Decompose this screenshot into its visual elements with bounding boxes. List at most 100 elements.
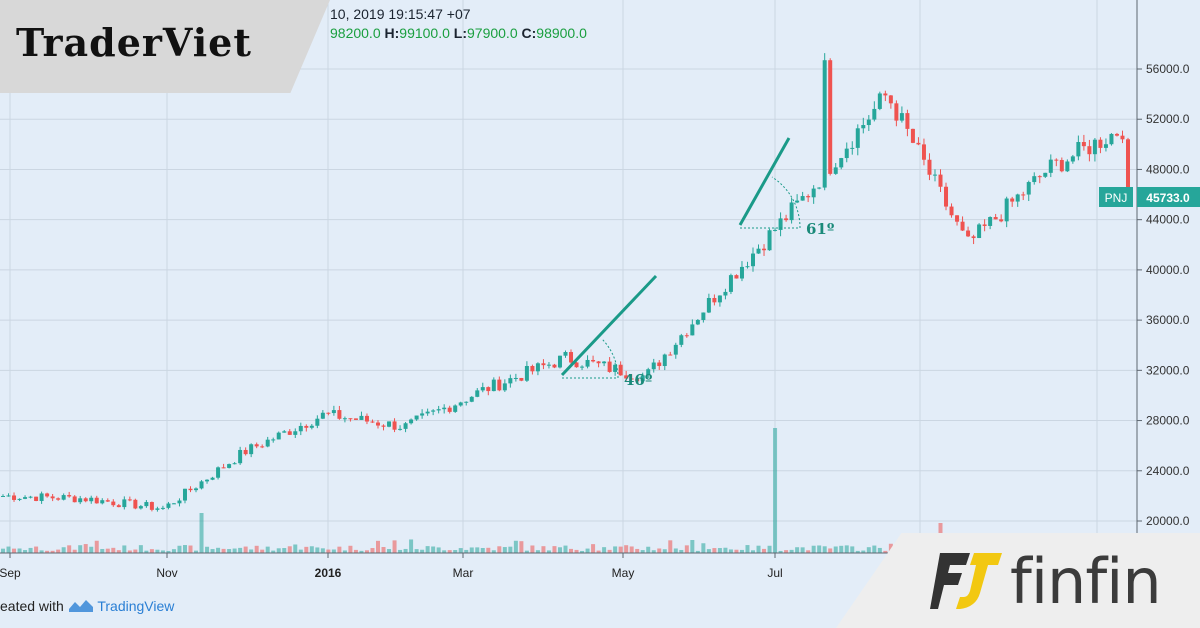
volume-bar xyxy=(1,548,5,553)
volume-bar xyxy=(149,549,154,553)
candle-body xyxy=(398,428,403,430)
volume-bar xyxy=(370,548,375,553)
y-tick-label: 28000.0 xyxy=(1146,414,1190,428)
candle-body xyxy=(883,93,888,96)
candle-body xyxy=(850,147,855,149)
volume-bar xyxy=(569,548,574,553)
candle-body xyxy=(1059,159,1064,172)
candle-body xyxy=(227,464,232,468)
candle-body xyxy=(844,148,849,159)
volume-bar xyxy=(767,545,772,553)
y-tick-label: 56000.0 xyxy=(1146,62,1190,76)
candle-body xyxy=(497,379,502,391)
candle-body xyxy=(877,93,882,109)
y-tick-label: 44000.0 xyxy=(1146,213,1190,227)
candle-body xyxy=(519,377,524,381)
candle-body xyxy=(342,418,347,420)
volume-bar xyxy=(817,545,822,553)
volume-bar xyxy=(844,545,849,553)
x-tick-label: Nov xyxy=(156,566,177,580)
volume-bar xyxy=(271,550,276,553)
candle-body xyxy=(745,266,750,268)
volume-bar xyxy=(409,539,414,553)
candle-body xyxy=(938,174,943,187)
volume-bar xyxy=(403,548,408,553)
candle-body xyxy=(502,383,507,391)
candle-body xyxy=(999,219,1004,222)
volume-bar xyxy=(260,549,265,553)
volume-bar xyxy=(745,545,750,553)
candle-body xyxy=(491,379,496,392)
y-tick-label: 32000.0 xyxy=(1146,363,1190,377)
candle-body xyxy=(701,312,706,320)
candle-body xyxy=(431,410,436,412)
tradingview-credit[interactable]: eated with TradingView xyxy=(0,598,174,614)
price-axis[interactable]: 20000.0 24000.0 28000.0 32000.0 36000.0 40000… xyxy=(1136,0,1200,628)
volume-bar xyxy=(585,548,590,553)
volume-bar xyxy=(580,550,585,553)
candle-body xyxy=(359,415,364,420)
candle-body xyxy=(94,497,99,504)
volume-bar xyxy=(210,549,215,553)
candle-body xyxy=(817,187,822,189)
tradingview-link[interactable]: TradingView xyxy=(97,598,175,614)
volume-bar xyxy=(657,548,662,553)
candle-body xyxy=(1054,159,1059,161)
candle-body xyxy=(171,503,176,505)
volume-bar xyxy=(293,544,298,553)
candle-body xyxy=(778,218,783,230)
candle-body xyxy=(910,128,915,143)
candle-body xyxy=(751,253,755,267)
volume-bar xyxy=(888,543,893,553)
volume-bar xyxy=(751,550,755,553)
candle-body xyxy=(822,60,827,188)
volume-bar xyxy=(734,549,739,553)
candle-body xyxy=(629,378,634,380)
volume-bar xyxy=(61,547,66,553)
volume-bar xyxy=(221,548,226,553)
volume-bar xyxy=(227,549,232,553)
volume-bar xyxy=(447,550,452,553)
candle-body xyxy=(458,402,463,406)
candle-body xyxy=(861,125,866,129)
volume-bar xyxy=(39,550,44,553)
candle-body xyxy=(607,361,612,372)
candle-body xyxy=(116,505,121,508)
candle-body xyxy=(78,498,83,503)
volume-bar xyxy=(789,549,794,553)
volume-bar xyxy=(50,550,55,553)
last-price-label: 45733.0 xyxy=(1146,191,1190,205)
candle-body xyxy=(894,103,899,121)
last-price-tag: PNJ 45733.0 xyxy=(1099,187,1200,207)
candle-body xyxy=(475,390,480,397)
volume-bar xyxy=(866,547,871,553)
volume-bar xyxy=(166,550,171,553)
volume-bar xyxy=(287,546,292,553)
candle-body xyxy=(17,498,22,500)
candle-body xyxy=(370,421,375,423)
candle-body xyxy=(739,266,744,279)
volume-bar xyxy=(524,550,529,553)
volume-bar xyxy=(188,545,193,553)
candle-body xyxy=(243,449,248,455)
volume-bar xyxy=(133,549,138,553)
candle-body xyxy=(569,352,574,363)
candle-body xyxy=(839,158,844,168)
candle-body xyxy=(580,366,585,368)
candle-body xyxy=(921,144,926,160)
volume-bar xyxy=(160,550,165,553)
trend-line-46 xyxy=(560,274,658,377)
candle-body xyxy=(232,463,237,465)
volume-bar xyxy=(861,550,866,553)
header-datetime: 10, 2019 19:15:47 +07 xyxy=(330,6,471,22)
volume-bar xyxy=(773,428,778,553)
volume-bar xyxy=(243,546,248,553)
candle-body xyxy=(287,431,292,435)
volume-bar xyxy=(453,550,458,553)
candle-body xyxy=(221,467,226,469)
candle-body xyxy=(353,418,358,420)
candle-body xyxy=(971,236,976,239)
candle-body xyxy=(122,499,127,508)
candle-body xyxy=(795,200,800,203)
volume-bar xyxy=(304,546,309,553)
